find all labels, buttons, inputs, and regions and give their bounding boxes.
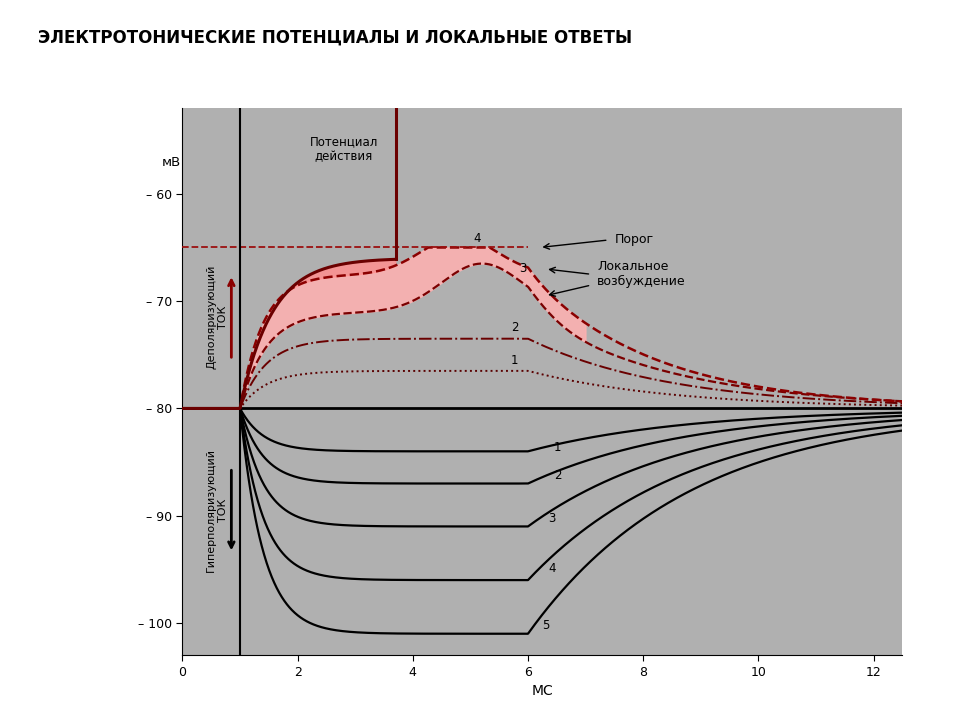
- Text: 5: 5: [542, 619, 550, 632]
- Text: 1: 1: [554, 441, 562, 454]
- Text: 2: 2: [511, 321, 518, 334]
- Text: Порог: Порог: [614, 233, 654, 246]
- Text: 1: 1: [511, 354, 518, 366]
- Text: 3: 3: [519, 262, 527, 275]
- X-axis label: МС: МС: [532, 684, 553, 698]
- Text: 4: 4: [548, 562, 556, 575]
- Text: 2: 2: [554, 469, 562, 482]
- Text: Локальное
возбуждение: Локальное возбуждение: [597, 260, 685, 288]
- Text: 4: 4: [473, 233, 481, 246]
- Text: Потенциал
действия: Потенциал действия: [309, 135, 378, 163]
- Text: 3: 3: [548, 512, 556, 525]
- Text: Гиперполяризующий
ТОК: Гиперполяризующий ТОК: [206, 449, 228, 572]
- Text: мВ: мВ: [162, 156, 181, 169]
- Text: Деполяризующий
ТОК: Деполяризующий ТОК: [206, 265, 228, 369]
- Text: ЭЛЕКТРОТОНИЧЕСКИЕ ПОТЕНЦИАЛЫ И ЛОКАЛЬНЫЕ ОТВЕТЫ: ЭЛЕКТРОТОНИЧЕСКИЕ ПОТЕНЦИАЛЫ И ЛОКАЛЬНЫЕ…: [38, 29, 633, 47]
